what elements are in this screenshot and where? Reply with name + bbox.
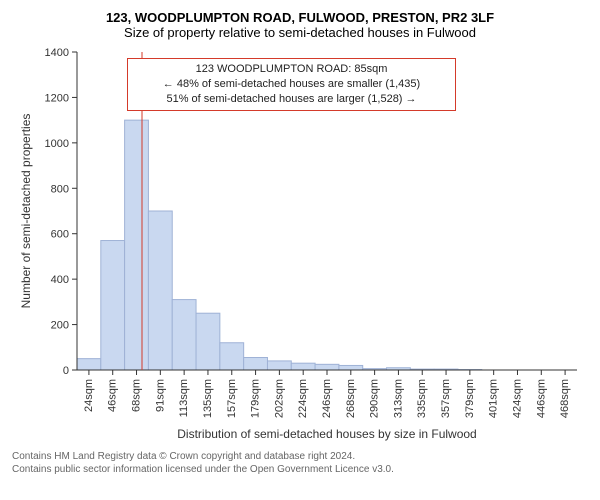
bar	[315, 364, 339, 370]
footer-attribution: Contains HM Land Registry data © Crown c…	[12, 450, 588, 476]
bar	[244, 358, 268, 370]
y-tick-label: 600	[51, 229, 69, 241]
bar	[77, 359, 101, 370]
bar	[172, 300, 196, 370]
page-title: 123, WOODPLUMPTON ROAD, FULWOOD, PRESTON…	[12, 10, 588, 25]
bar	[101, 241, 125, 370]
bar	[291, 363, 315, 370]
y-tick-label: 1200	[45, 92, 69, 104]
x-tick-label: 424sqm	[511, 379, 523, 418]
y-tick-label: 400	[51, 274, 69, 286]
footer-line-1: Contains HM Land Registry data © Crown c…	[12, 450, 588, 463]
y-tick-label: 1000	[45, 138, 69, 150]
bar	[125, 120, 149, 370]
y-axis-label: Number of semi-detached properties	[19, 114, 33, 309]
x-tick-label: 179sqm	[250, 379, 262, 418]
x-tick-label: 157sqm	[226, 379, 238, 418]
x-tick-label: 113sqm	[178, 379, 190, 417]
x-tick-label: 202sqm	[273, 379, 285, 418]
bar	[196, 313, 220, 370]
chart-container: 0 200 400 600 800 1000 1200 1400 24sqm 46sqm 68sqm…	[12, 46, 588, 446]
annotation-line-2: ← 48% of semi-detached houses are smalle…	[134, 77, 449, 92]
annotation-line-3: 51% of semi-detached houses are larger (…	[134, 92, 449, 107]
x-tick-label: 68sqm	[131, 379, 143, 412]
y-tick-label: 800	[51, 183, 69, 195]
footer-line-2: Contains public sector information licen…	[12, 463, 588, 476]
y-tick-label: 1400	[45, 47, 69, 59]
x-tick-label: 268sqm	[345, 379, 357, 418]
x-axis-label: Distribution of semi-detached houses by …	[177, 427, 476, 441]
bar	[339, 365, 363, 370]
x-tick-label: 401sqm	[488, 379, 500, 418]
marker-annotation: 123 WOODPLUMPTON ROAD: 85sqm ← 48% of se…	[127, 58, 456, 111]
x-tick-label: 246sqm	[321, 379, 333, 418]
x-tick-label: 313sqm	[392, 379, 404, 418]
x-tick-label: 224sqm	[297, 379, 309, 418]
x-tick-label: 468sqm	[559, 379, 571, 418]
x-tick-label: 335sqm	[416, 379, 428, 418]
x-tick-label: 135sqm	[202, 379, 214, 418]
bar	[148, 211, 172, 370]
y-tick-label: 200	[51, 320, 69, 332]
page-subtitle: Size of property relative to semi-detach…	[12, 25, 588, 40]
x-tick-label: 357sqm	[440, 379, 452, 418]
x-tick-label: 46sqm	[107, 379, 119, 412]
bar	[267, 361, 291, 370]
x-tick-label: 24sqm	[83, 379, 95, 412]
x-tick-label: 91sqm	[154, 379, 166, 412]
x-tick-label: 446sqm	[535, 379, 547, 418]
y-tick-label: 0	[63, 365, 69, 377]
bar	[220, 343, 244, 370]
x-tick-label: 379sqm	[464, 379, 476, 418]
annotation-line-1: 123 WOODPLUMPTON ROAD: 85sqm	[134, 62, 449, 77]
x-tick-label: 290sqm	[369, 379, 381, 418]
